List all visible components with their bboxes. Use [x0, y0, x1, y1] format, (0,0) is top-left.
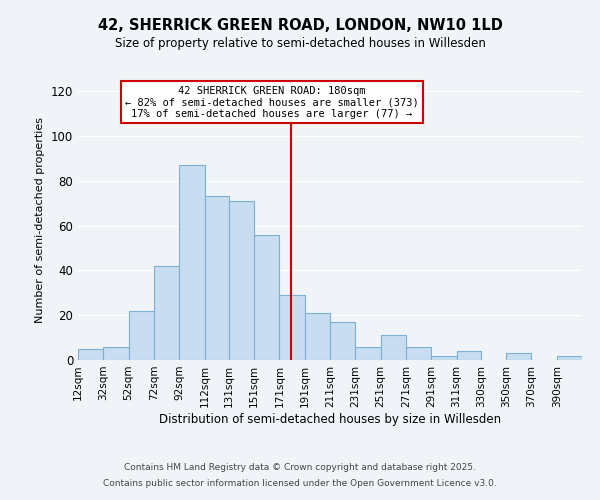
Bar [330, 322, 355, 360]
Bar [128, 310, 154, 360]
Bar [380, 336, 406, 360]
X-axis label: Distribution of semi-detached houses by size in Willesden: Distribution of semi-detached houses by … [159, 412, 501, 426]
Text: Contains public sector information licensed under the Open Government Licence v3: Contains public sector information licen… [103, 478, 497, 488]
Bar [179, 165, 205, 360]
Bar [205, 196, 229, 360]
Bar [154, 266, 179, 360]
Bar [406, 346, 431, 360]
Text: 42 SHERRICK GREEN ROAD: 180sqm
← 82% of semi-detached houses are smaller (373)
1: 42 SHERRICK GREEN ROAD: 180sqm ← 82% of … [125, 86, 419, 119]
Bar [78, 349, 103, 360]
Bar [280, 295, 305, 360]
Text: Size of property relative to semi-detached houses in Willesden: Size of property relative to semi-detach… [115, 38, 485, 51]
Bar [506, 354, 532, 360]
Text: Contains HM Land Registry data © Crown copyright and database right 2025.: Contains HM Land Registry data © Crown c… [124, 464, 476, 472]
Bar [431, 356, 457, 360]
Bar [305, 313, 330, 360]
Bar [355, 346, 380, 360]
Bar [103, 346, 128, 360]
Bar [229, 201, 254, 360]
Bar [457, 351, 481, 360]
Bar [557, 356, 582, 360]
Y-axis label: Number of semi-detached properties: Number of semi-detached properties [35, 117, 45, 323]
Bar [254, 234, 280, 360]
Text: 42, SHERRICK GREEN ROAD, LONDON, NW10 1LD: 42, SHERRICK GREEN ROAD, LONDON, NW10 1L… [98, 18, 502, 32]
